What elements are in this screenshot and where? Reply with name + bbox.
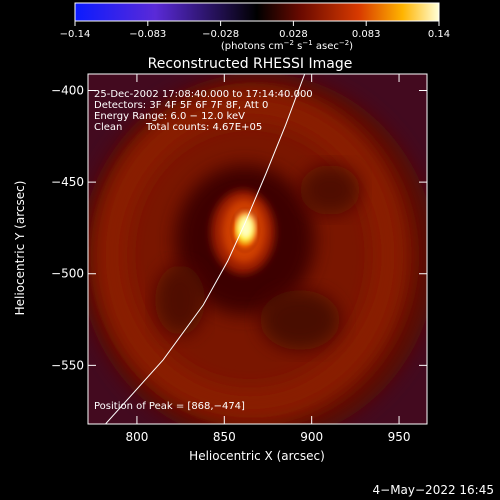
- colorbar-tick-label: −0.083: [129, 29, 166, 40]
- chart-title: Reconstructed RHESSI Image: [148, 56, 353, 72]
- annotation-time: 25-Dec-2002 17:08:40.000 to 17:14:40.000: [94, 89, 313, 100]
- x-axis-label: Heliocentric X (arcsec): [189, 449, 325, 463]
- annotation-energy: Energy Range: 6.0 − 12.0 keV: [94, 111, 245, 122]
- y-axis-label: Heliocentric Y (arcsec): [13, 181, 27, 316]
- colorbar-gradient: [74, 2, 440, 22]
- footer-timestamp: 4−May−2022 16:45: [373, 483, 495, 497]
- y-tick-label: −400: [51, 83, 84, 97]
- colorbar-tick-label: −0.028: [202, 29, 239, 40]
- colorbar: −0.14 −0.083 −0.028 0.028 0.083 0.14 (photons…: [60, 2, 450, 52]
- colorbar-tick-label: 0.083: [352, 29, 381, 40]
- colorbar-tick-label: 0.14: [428, 29, 450, 40]
- annotation-peak: Position of Peak = [868,−474]: [94, 401, 245, 412]
- plot-frame: [87, 73, 428, 425]
- x-tick-label: 900: [300, 430, 323, 444]
- y-tick-label: −500: [51, 267, 84, 281]
- colorbar-units: (photons cm−2 s−1 asec−2): [221, 39, 353, 52]
- y-tick-label: −550: [51, 358, 84, 372]
- annotation-block: 25-Dec-2002 17:08:40.000 to 17:14:40.000…: [94, 89, 313, 412]
- x-tick-label: 850: [213, 430, 236, 444]
- y-tick-label: −450: [51, 175, 84, 189]
- colorbar-tick-label: −0.14: [60, 29, 91, 40]
- solar-limb-line: [105, 74, 306, 424]
- annotation-method: Clean: [94, 122, 122, 133]
- colorbar-tick-label: 0.028: [279, 29, 308, 40]
- heatmap-image: [88, 74, 427, 424]
- x-tick-label: 950: [388, 430, 411, 444]
- x-tick-label: 800: [125, 430, 148, 444]
- annotation-detectors: Detectors: 3F 4F 5F 6F 7F 8F, Att 0: [94, 100, 268, 111]
- annotation-counts: Total counts: 4.67E+05: [145, 122, 262, 133]
